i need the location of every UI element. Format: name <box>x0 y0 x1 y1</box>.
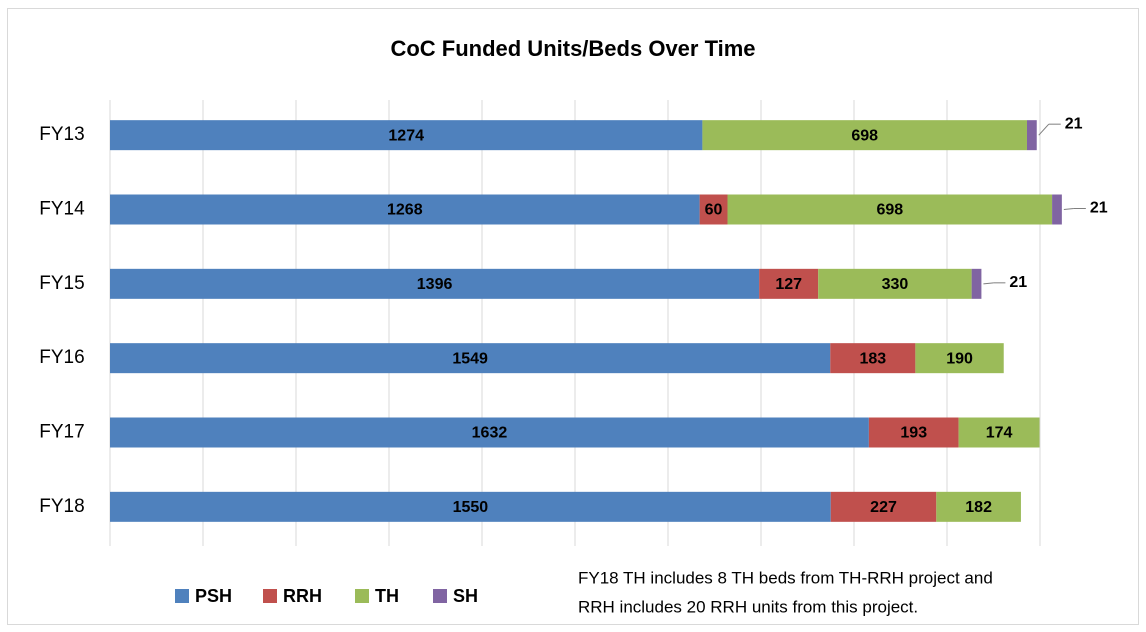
data-label: 21 <box>1090 200 1108 217</box>
y-tick-label: FY14 <box>39 199 85 220</box>
data-label: 698 <box>851 127 878 144</box>
data-label: 193 <box>900 425 927 442</box>
data-label: 1550 <box>453 499 489 516</box>
y-tick-label: FY17 <box>39 422 84 443</box>
bar-segment <box>971 268 982 299</box>
y-tick-label: FY18 <box>39 496 84 517</box>
bar-segment <box>759 268 819 299</box>
legend-label: PSH <box>195 586 232 606</box>
annotation: RRH includes 20 RRH units from this proj… <box>578 597 918 616</box>
bar-segment <box>818 268 972 299</box>
data-label: 1396 <box>417 276 453 293</box>
bar-segment <box>110 194 700 225</box>
bar-segment <box>110 268 760 299</box>
bar-segment <box>110 417 869 448</box>
bar-segment <box>936 491 1021 522</box>
data-label: 21 <box>1009 274 1027 291</box>
bar-segment <box>830 343 916 374</box>
leader-line <box>1038 123 1050 136</box>
bar-segment <box>110 343 831 374</box>
y-tick-label: FY13 <box>39 124 84 145</box>
data-label: 227 <box>870 499 897 516</box>
data-label: 698 <box>876 202 903 219</box>
data-label: 1274 <box>388 127 424 144</box>
data-label: 127 <box>775 276 802 293</box>
legend-label: RRH <box>283 586 322 606</box>
data-label: 330 <box>882 276 909 293</box>
data-label: 60 <box>705 202 723 219</box>
bar-segment <box>1052 194 1062 225</box>
bar-segment <box>868 417 959 448</box>
bar-segment <box>1026 120 1037 151</box>
bar-segment <box>915 343 1004 374</box>
data-label: 1632 <box>472 425 508 442</box>
leader-line <box>983 282 994 285</box>
bar-segment <box>958 417 1040 448</box>
y-tick-label: FY16 <box>39 347 84 368</box>
annotation: FY18 TH includes 8 TH beds from TH-RRH p… <box>578 568 993 587</box>
bar-segment <box>727 194 1053 225</box>
y-tick-label: FY15 <box>39 273 84 294</box>
bar-segment <box>702 120 1027 151</box>
legend-label: TH <box>375 586 399 606</box>
data-label: 1549 <box>452 350 488 367</box>
bar-segment <box>699 194 728 225</box>
data-label: 174 <box>986 425 1013 442</box>
legend-swatch <box>433 589 447 603</box>
chart-frame <box>7 8 1139 625</box>
bar-segment <box>110 120 703 151</box>
leader-line <box>1063 208 1074 210</box>
data-label: 190 <box>946 350 973 367</box>
legend-swatch <box>355 589 369 603</box>
bar-segment <box>830 491 937 522</box>
data-label: 1268 <box>387 202 423 219</box>
data-label: 183 <box>859 350 886 367</box>
legend-swatch <box>263 589 277 603</box>
bar-segment <box>110 491 831 522</box>
data-label: 21 <box>1065 115 1083 132</box>
data-label: 182 <box>965 499 992 516</box>
legend-label: SH <box>453 586 478 606</box>
legend-swatch <box>175 589 189 603</box>
chart-title: CoC Funded Units/Beds Over Time <box>390 36 755 61</box>
